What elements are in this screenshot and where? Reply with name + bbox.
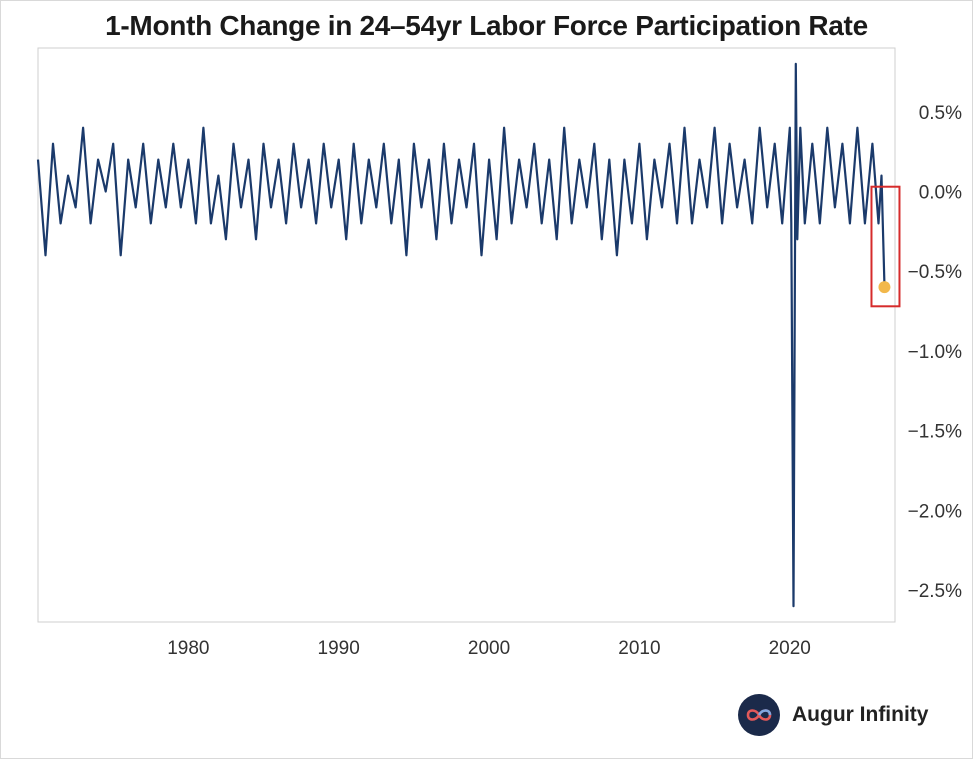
x-tick-label: 2020 [769, 638, 811, 659]
highlight-box [870, 185, 901, 308]
x-tick-label: 2000 [468, 638, 510, 659]
x-tick-label: 2010 [618, 638, 660, 659]
y-tick-label: 0.0% [919, 183, 962, 204]
y-tick-label: −2.5% [908, 581, 963, 602]
y-tick-label: −2.0% [908, 501, 963, 522]
brand: Augur Infinity [738, 694, 928, 736]
infinity-logo-icon [738, 694, 780, 736]
y-tick-label: −0.5% [908, 262, 963, 283]
chart-title: 1-Month Change in 24–54yr Labor Force Pa… [105, 10, 868, 41]
plot-area [37, 47, 896, 623]
y-tick-label: −1.5% [908, 422, 963, 443]
x-tick-label: 1990 [318, 638, 360, 659]
x-tick-label: 1980 [167, 638, 209, 659]
highlight-point [878, 281, 891, 294]
brand-name: Augur Infinity [792, 703, 929, 726]
y-tick-label: −1.0% [908, 342, 963, 363]
series-line [36, 62, 886, 608]
y-tick-label: 0.5% [919, 103, 962, 124]
